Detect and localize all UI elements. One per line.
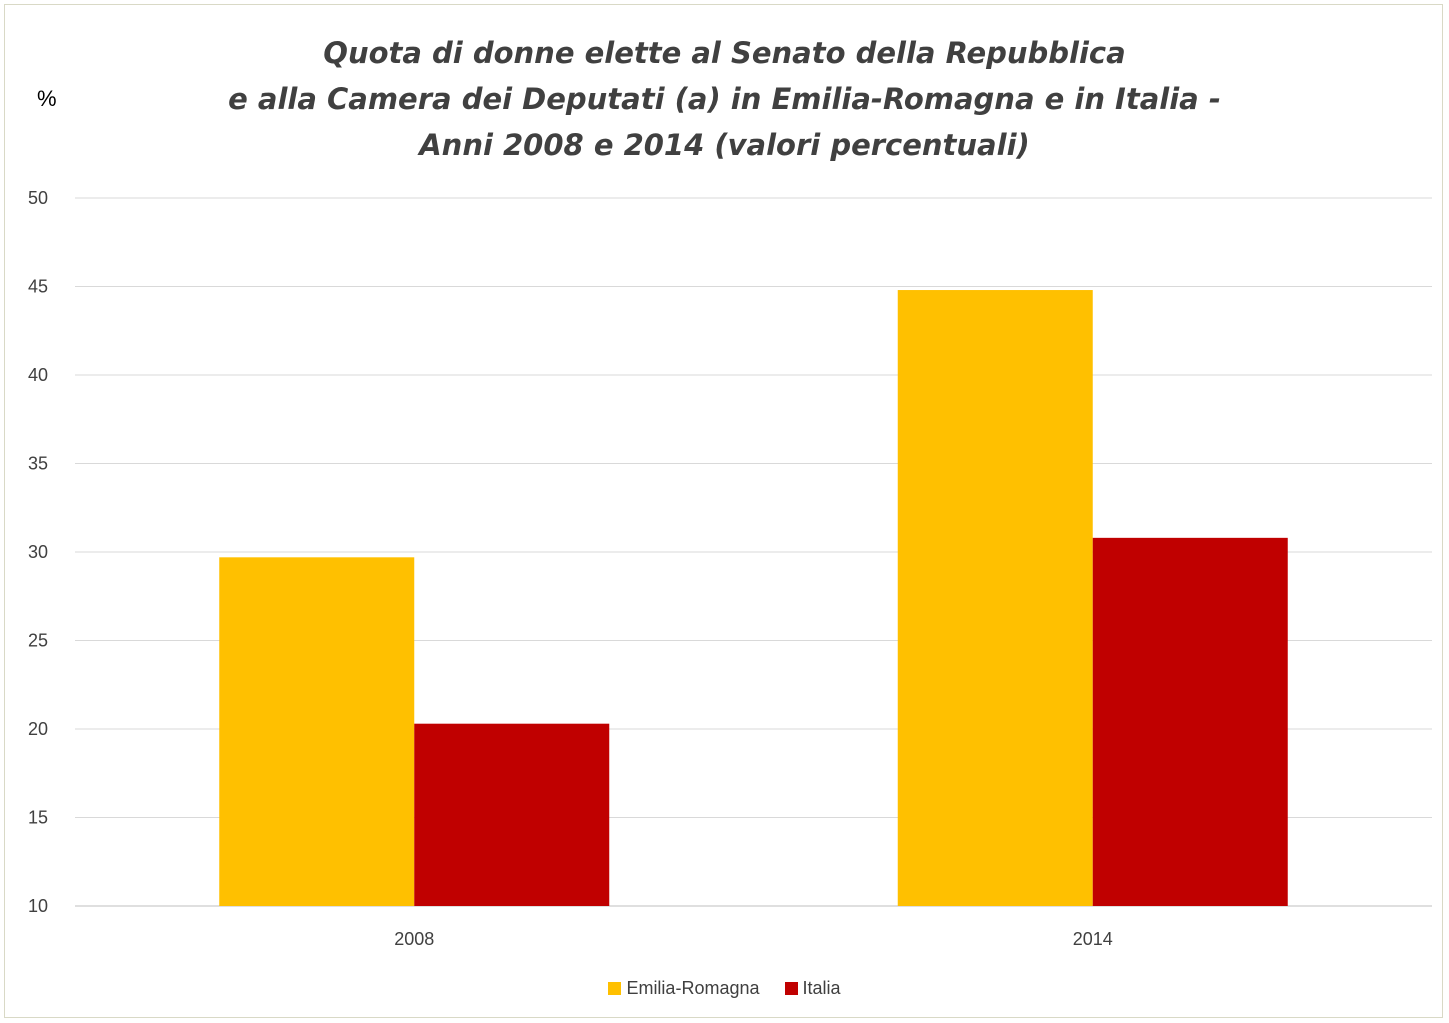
legend-item-emilia-romagna: Emilia-Romagna [608,978,760,999]
y-tick-label: 45 [28,277,48,297]
legend-item-italia: Italia [784,978,841,999]
x-tick-label: 2014 [1073,929,1113,949]
chart-title-line-2: e alla Camera dei Deputati (a) in Emilia… [228,82,1221,116]
bar-italia-2008 [414,723,610,906]
chart-title-line-3: Anni 2008 e 2014 (valori percentuali) [419,128,1030,162]
bar-emilia-romagna-2008 [219,557,415,906]
chart-title-line-1: Quota di donne elette al Senato della Re… [323,36,1126,70]
y-tick-label: 35 [28,454,48,474]
chart-title: Quota di donne elette al Senato della Re… [0,30,1449,168]
legend-swatch-emilia-romagna [608,982,622,995]
legend: Emilia-Romagna Italia [0,978,1449,1000]
bar-italia-2014 [1092,537,1288,906]
y-tick-label: 30 [28,542,48,562]
legend-label-emilia-romagna: Emilia-Romagna [626,978,760,998]
y-tick-label: 40 [28,365,48,385]
y-tick-label: 15 [28,808,48,828]
x-tick-label: 2008 [394,929,434,949]
legend-label-italia: Italia [802,978,841,998]
y-tick-label: 50 [28,188,48,208]
y-tick-label: 10 [28,896,48,916]
bar-emilia-romagna-2014 [897,290,1093,906]
y-axis-unit-label: % [37,86,57,111]
y-tick-label: 20 [28,719,48,739]
y-tick-label: 25 [28,631,48,651]
legend-swatch-italia [784,982,798,995]
